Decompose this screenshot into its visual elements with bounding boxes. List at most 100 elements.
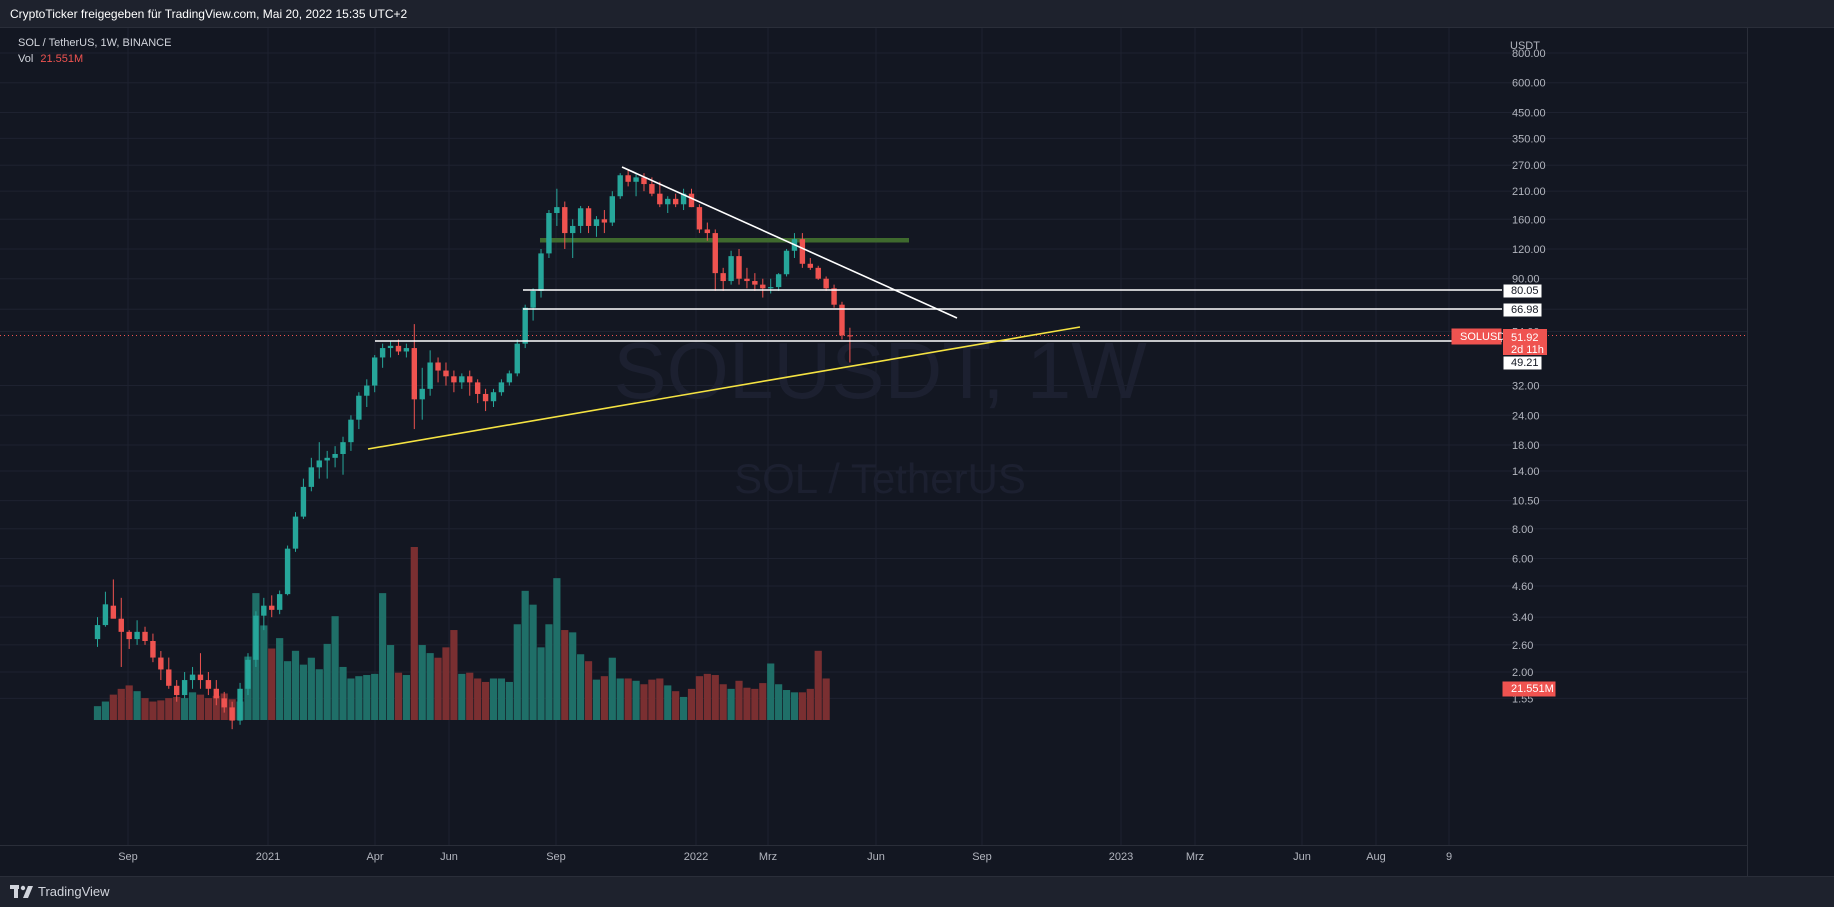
candle-body — [562, 207, 568, 234]
candle-body — [356, 395, 362, 420]
candle-body — [245, 659, 251, 689]
volume-bar — [648, 679, 656, 720]
candle-body — [672, 198, 679, 205]
volume-value-label-text: 21.551M — [1511, 683, 1554, 695]
volume-bar — [276, 638, 284, 720]
candle-body — [570, 225, 576, 234]
time-axis[interactable]: Sep 2021 Apr Jun Sep 2022 Mrz Jun Sep 2023 Mrz Jun A… — [118, 851, 1452, 863]
volume-bar — [339, 666, 347, 720]
volume-bar — [767, 663, 775, 720]
candlesticks — [94, 169, 853, 730]
price-label-49-box — [1502, 355, 1543, 371]
price-label-49-text: 49.21 — [1511, 357, 1539, 369]
y-tick-label: 4.60 — [1512, 581, 1533, 593]
volume-bar — [212, 695, 220, 720]
volume-bar — [188, 692, 197, 720]
volume-legend[interactable]: Vol 21.551M — [18, 51, 171, 67]
price-label-80[interactable]: 80.05 — [1502, 283, 1543, 299]
volume-bar — [117, 688, 125, 720]
y-tick-label: 2.00 — [1512, 667, 1533, 679]
price-axis[interactable]: 800.00 600.00 450.00 350.00 270.00 210.00 160.… — [1510, 40, 1546, 705]
volume-bar — [141, 698, 149, 720]
ascending-support-line — [367, 326, 1081, 450]
candle-body — [292, 516, 299, 549]
volume-bar — [157, 700, 165, 720]
volume-bar — [133, 691, 141, 720]
candle-body — [665, 198, 671, 205]
volume-value-label[interactable]: 21.551M — [1502, 681, 1556, 697]
countdown-text: 2d 11h — [1511, 344, 1544, 356]
price-label-49[interactable]: 49.21 — [1502, 355, 1543, 371]
y-tick-label: 350.00 — [1512, 133, 1546, 145]
candle-body — [490, 392, 497, 402]
volume-bar — [347, 678, 355, 720]
candle-body — [269, 605, 275, 610]
x-tick-label: Sep — [118, 851, 138, 863]
volume-bar — [481, 681, 490, 720]
volume-bar — [410, 547, 418, 720]
descending-trendline — [621, 166, 958, 319]
candle-body — [760, 284, 766, 289]
volume-bar — [561, 630, 569, 720]
y-tick-label: 6.00 — [1512, 553, 1533, 565]
last-price-box — [1503, 329, 1547, 355]
candle-body — [799, 239, 806, 264]
candle-body — [142, 631, 148, 641]
candle-body — [189, 674, 196, 681]
volume-bar — [458, 673, 466, 720]
volume-bar — [513, 624, 521, 720]
volume-bar — [291, 650, 300, 720]
price-chart[interactable]: SOLUSDT, 1W SOL / TetherUS 800.00 600.00 4… — [0, 28, 1834, 876]
volume-bar — [529, 604, 537, 720]
drawing-lines[interactable] — [367, 166, 1502, 450]
price-axis-divider — [1747, 28, 1748, 876]
symbol-legend[interactable]: SOL / TetherUS, 1W, BINANCE — [18, 37, 172, 49]
candle-body — [197, 674, 204, 681]
volume-bar — [355, 676, 363, 720]
y-tick-label: 210.00 — [1512, 186, 1546, 198]
volume-bar — [450, 630, 458, 720]
candle-body — [181, 680, 188, 696]
candle-body — [641, 177, 647, 185]
candle-body — [609, 196, 615, 223]
symbol-tag-label-box — [1451, 328, 1502, 345]
volume-bar — [822, 678, 830, 720]
tradingview-logo[interactable]: TradingView — [10, 884, 110, 899]
price-label-67[interactable]: 66.98 — [1502, 302, 1543, 318]
volume-bar — [656, 678, 664, 720]
volume-bar — [751, 688, 759, 720]
x-tick-label: Aug — [1366, 851, 1386, 863]
candle-body — [229, 707, 235, 721]
candle-body — [704, 229, 711, 234]
drawing-zones[interactable] — [540, 238, 909, 243]
volume-bar — [608, 657, 616, 720]
x-tick-label: 2022 — [684, 851, 708, 863]
volume-bar — [806, 688, 814, 720]
candle-body — [768, 287, 774, 289]
candle-body — [94, 625, 101, 640]
volume-bar — [711, 675, 719, 720]
y-tick-label: 10.50 — [1512, 496, 1540, 508]
candle-body — [221, 698, 227, 708]
symbol-tag-label[interactable]: SOLUSDT — [1451, 328, 1512, 345]
volume-bar — [703, 673, 711, 720]
volume-bar — [775, 684, 783, 720]
volume-bar — [664, 685, 672, 720]
candle-body — [712, 233, 718, 274]
volume-value-label-box — [1502, 681, 1556, 697]
volume-bar — [149, 701, 157, 720]
candle-body — [134, 631, 140, 640]
volume-bar — [165, 698, 173, 720]
volume-bar — [545, 624, 553, 720]
volume-bar — [687, 688, 696, 720]
candle-body — [831, 288, 837, 305]
last-price-text: 51.92 — [1511, 332, 1539, 344]
candle-body — [554, 207, 560, 214]
y-tick-label: 600.00 — [1512, 78, 1546, 90]
price-label-80-text: 80.05 — [1511, 285, 1539, 297]
volume-bar — [632, 680, 640, 720]
volume-bar — [569, 632, 577, 720]
candle-body — [736, 256, 742, 279]
volume-bar — [640, 684, 648, 720]
